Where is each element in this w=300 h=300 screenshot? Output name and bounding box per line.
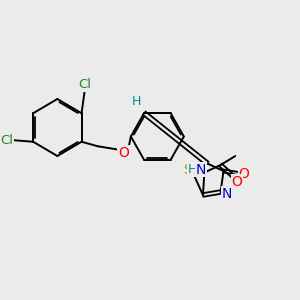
Text: N: N bbox=[196, 163, 206, 176]
Text: O: O bbox=[239, 167, 250, 181]
Text: S: S bbox=[183, 163, 192, 177]
Text: Cl: Cl bbox=[0, 134, 13, 147]
Text: O: O bbox=[118, 146, 129, 160]
Text: O: O bbox=[231, 175, 242, 188]
Text: N: N bbox=[221, 187, 232, 200]
Text: Cl: Cl bbox=[78, 78, 91, 91]
Text: H: H bbox=[132, 94, 141, 108]
Text: H: H bbox=[188, 163, 197, 176]
